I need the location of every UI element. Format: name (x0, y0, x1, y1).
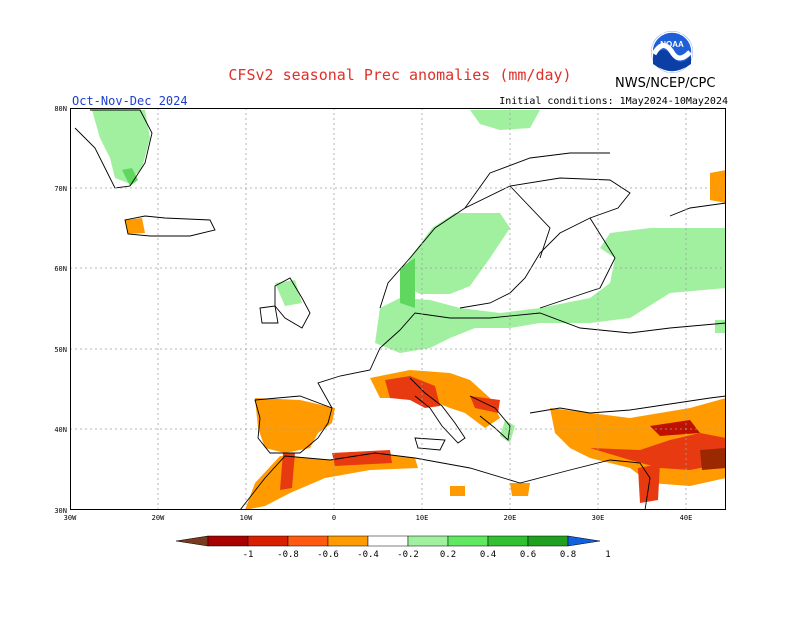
lat-label: 30N (54, 507, 67, 515)
colorbar-segment (527, 535, 569, 547)
colorbar: -1 -0.8 -0.6 -0.4 -0.2 0.2 0.4 0.6 0.8 1 (175, 535, 611, 560)
colorbar-segment (287, 535, 329, 547)
lat-label: 70N (54, 185, 67, 193)
coastlines (74, 109, 726, 510)
colorbar-label: 0.2 (440, 550, 456, 560)
lon-label: 10W (240, 514, 253, 522)
dry-anomaly-regions (125, 170, 726, 510)
lat-label: 80N (54, 105, 67, 113)
lat-label: 40N (54, 426, 67, 434)
precip-anomaly-map (70, 108, 726, 510)
map-title: CFSv2 seasonal Prec anomalies (mm/day) (228, 66, 572, 84)
svg-text:NOAA: NOAA (660, 40, 684, 49)
colorbar-segment (367, 535, 409, 547)
colorbar-label: 0.6 (520, 550, 536, 560)
colorbar-label: 1 (605, 550, 610, 560)
lon-label: 20E (504, 514, 517, 522)
map-frame (70, 108, 726, 510)
colorbar-label: 0.4 (480, 550, 496, 560)
colorbar-label: -0.6 (317, 550, 339, 560)
colorbar-label: -0.4 (357, 550, 379, 560)
lon-label: 0 (332, 514, 336, 522)
colorbar-segment (487, 535, 529, 547)
colorbar-segment (447, 535, 489, 547)
lon-label: 10E (416, 514, 429, 522)
lon-label: 40E (680, 514, 693, 522)
initial-conditions-label: Initial conditions: 1May2024-10May2024 (499, 96, 728, 107)
wet-anomaly-regions (92, 110, 726, 443)
colorbar-label: -1 (243, 550, 254, 560)
lon-label: 30W (64, 514, 77, 522)
colorbar-segment (207, 535, 249, 547)
graticule (70, 108, 726, 510)
colorbar-max-arrow (567, 535, 601, 547)
colorbar-segment (247, 535, 289, 547)
colorbar-min-arrow (175, 535, 209, 547)
lat-label: 60N (54, 265, 67, 273)
lat-label: 50N (54, 346, 67, 354)
colorbar-label: 0.8 (560, 550, 576, 560)
colorbar-segment (407, 535, 449, 547)
colorbar-segment (327, 535, 369, 547)
colorbar-label: -0.2 (397, 550, 419, 560)
season-label: Oct-Nov-Dec 2024 (72, 94, 188, 108)
axis-labels: 80N 70N 60N 50N 40N 30N 30W 20W 10W 0 10… (54, 105, 693, 522)
lon-label: 20W (152, 514, 165, 522)
agency-label: NWS/NCEP/CPC (615, 76, 716, 91)
logo: NOAA (650, 30, 694, 74)
lon-label: 30E (592, 514, 605, 522)
colorbar-label: -0.8 (277, 550, 299, 560)
